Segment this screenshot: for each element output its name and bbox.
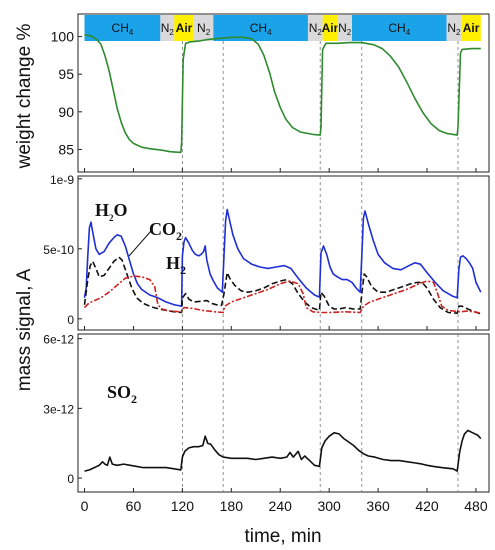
gas-segment-air <box>322 15 338 41</box>
y-tick-label: 90 <box>58 104 74 120</box>
series-line-h2 <box>83 275 481 314</box>
gas-segment-air <box>461 15 481 41</box>
y-tick-label: 100 <box>51 29 75 45</box>
gas-sequence-bar: CH4 N2 Air N2 CH4 N2 Air N2 CH4 N2 Air <box>84 15 481 41</box>
gas-label: N2 <box>197 21 211 37</box>
y-tick-label: 1e-9 <box>50 173 74 187</box>
series-lines <box>83 34 482 472</box>
gas-label: Air <box>176 21 193 35</box>
series-line-h2o <box>83 208 482 307</box>
x-tick-label: 300 <box>317 498 341 514</box>
x-tick-label: 420 <box>415 498 439 514</box>
weight-axis-label: weight change % <box>14 24 35 170</box>
y-tick-label: 5e-10 <box>43 243 74 257</box>
gas-segment-air <box>174 15 194 41</box>
co2-annotation: CO2 <box>149 219 182 243</box>
gas-segment-n2 <box>446 15 462 41</box>
h2-annotation: H2 <box>166 253 186 277</box>
gas-label: Air <box>463 21 480 35</box>
gas-label: CH4 <box>250 21 272 37</box>
x-tick-label: 120 <box>171 498 195 514</box>
gas-label: N2 <box>161 21 175 37</box>
gas-segment-n2 <box>193 15 214 41</box>
x-axis-label: time, min <box>244 526 321 547</box>
gas-segment-ch4 <box>84 15 161 41</box>
so2-annotation: SO2 <box>107 382 137 406</box>
mass-signal-axis-label: mass signal, A <box>14 268 35 391</box>
gas-label: N2 <box>447 21 461 37</box>
y-tick-label: 0 <box>67 472 74 486</box>
x-tick-labels: 0 60 120 180 240 300 360 420 480 <box>81 168 488 514</box>
panel-signal-frame <box>77 175 490 331</box>
y-tick-label: 95 <box>58 66 74 82</box>
gas-segment-ch4 <box>213 15 308 41</box>
gas-label: Air <box>322 21 339 35</box>
series-line-co2 <box>83 256 482 315</box>
y-tick-labels: 100 95 90 85 1e-9 5e-10 0 6e-12 3e-12 0 <box>43 29 82 486</box>
y-tick-label: 3e-12 <box>43 402 74 416</box>
gas-segment-n2 <box>307 15 323 41</box>
x-tick-label: 240 <box>269 498 293 514</box>
gas-label: N2 <box>338 21 352 37</box>
y-tick-label: 6e-12 <box>43 333 74 347</box>
event-divider-lines <box>181 41 459 492</box>
x-tick-label: 360 <box>366 498 390 514</box>
gas-label: N2 <box>309 21 323 37</box>
co2-pointer-line <box>128 230 152 257</box>
x-tick-label: 0 <box>81 498 89 514</box>
gas-segment-n2 <box>160 15 175 41</box>
gas-label: CH4 <box>112 21 134 37</box>
x-tick-label: 480 <box>464 498 488 514</box>
h2o-annotation: H2O <box>95 200 128 223</box>
gas-segment-ch4 <box>352 15 447 41</box>
x-tick-label: 180 <box>220 498 244 514</box>
gas-segment-n2 <box>337 15 352 41</box>
gas-label: CH4 <box>388 21 410 37</box>
panel-so2-frame <box>77 333 490 493</box>
y-tick-label: 85 <box>58 141 74 157</box>
series-line-so2 <box>84 429 482 472</box>
x-tick-label: 60 <box>126 498 142 514</box>
series-line-weight <box>84 34 481 154</box>
y-tick-label: 0 <box>67 313 74 327</box>
